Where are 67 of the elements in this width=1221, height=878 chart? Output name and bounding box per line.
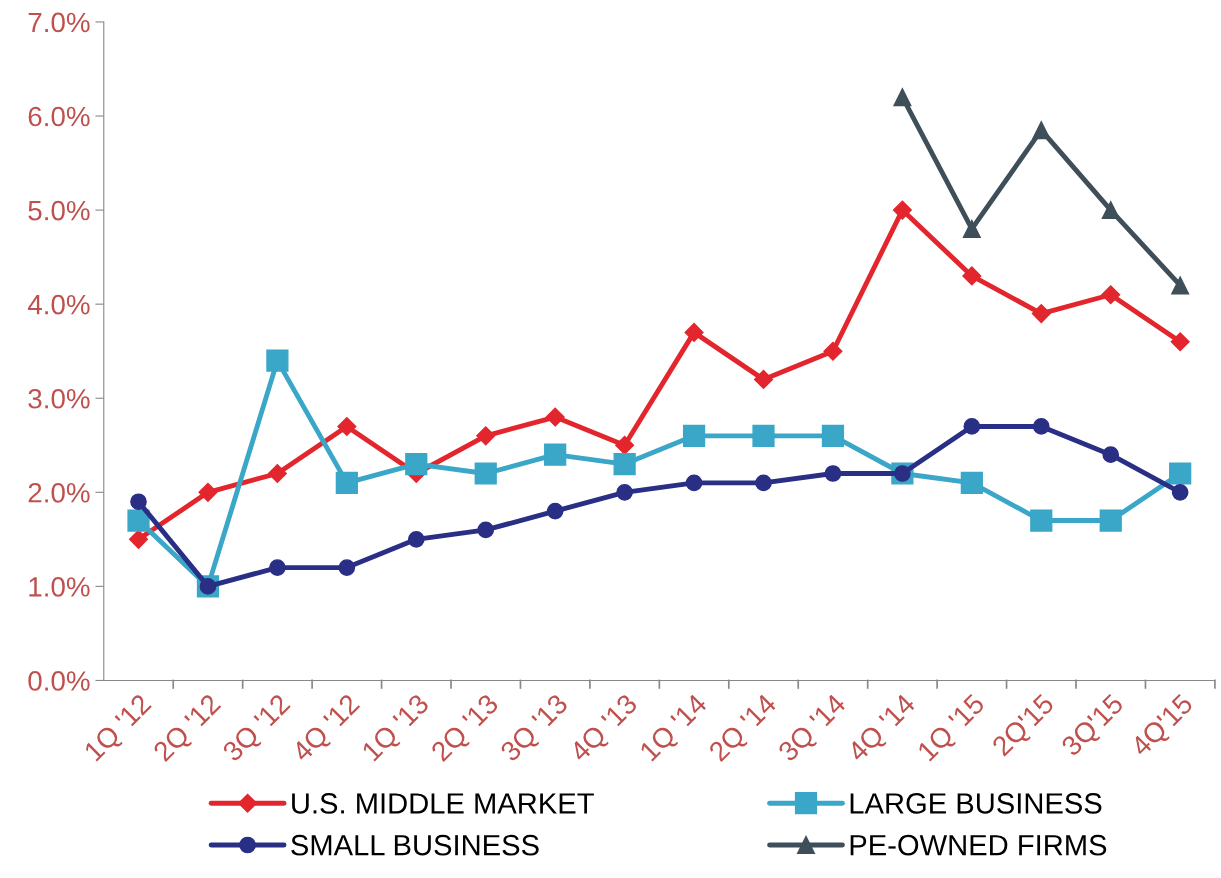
legend-label: PE-OWNED FIRMS [850, 834, 1107, 856]
point [892, 200, 912, 220]
point [821, 424, 845, 447]
point [128, 529, 149, 549]
point [477, 521, 495, 539]
point [1101, 285, 1121, 305]
x-tick-label: 1Q '15 [916, 692, 989, 766]
y-tick-label: 3.0% [28, 388, 90, 409]
point [823, 341, 843, 361]
y-tick-label: 6.0% [28, 106, 90, 127]
x-tick-label: 1Q '13 [361, 692, 430, 762]
point [893, 88, 912, 107]
point [198, 482, 218, 502]
point [1032, 121, 1051, 140]
point [1031, 304, 1051, 324]
point [474, 462, 497, 485]
legend-label: LARGE BUSINESS [850, 793, 1102, 814]
point [963, 418, 981, 435]
point [752, 424, 775, 447]
point [1030, 509, 1053, 532]
point [753, 369, 774, 389]
point [824, 465, 842, 482]
y-tick-label: 5.0% [28, 200, 90, 221]
x-tick-label: 4Q '12 [290, 693, 361, 763]
point [269, 559, 286, 576]
point [407, 531, 425, 548]
point [405, 452, 428, 476]
point [545, 407, 565, 427]
point [613, 452, 636, 476]
point [1171, 276, 1190, 295]
point [1032, 418, 1050, 435]
point [266, 349, 289, 372]
point [546, 502, 564, 520]
x-tick-label: 3Q '12 [221, 693, 291, 763]
y-tick-label: 1.0% [29, 577, 90, 597]
point [476, 426, 496, 446]
y-tick-label: 4.0% [27, 294, 90, 315]
x-tick-label: 1Q '12 [83, 693, 152, 762]
x-tick-label: 2Q '12 [152, 693, 222, 763]
point [1171, 483, 1189, 501]
point [1169, 462, 1192, 485]
point [130, 493, 147, 511]
point [755, 474, 772, 492]
point [335, 471, 358, 495]
point [685, 474, 703, 492]
point [1102, 446, 1120, 464]
y-tick-label: 0.0% [28, 671, 90, 691]
point [960, 471, 983, 495]
point [1099, 509, 1122, 532]
point [1170, 332, 1190, 352]
point [337, 416, 357, 436]
point [338, 559, 356, 576]
point [962, 219, 981, 238]
point [1101, 201, 1120, 220]
y-tick-label: 2.0% [28, 482, 90, 503]
x-tick-label: 1Q '14 [639, 692, 708, 762]
legend-label: U.S. MIDDLE MARKET [292, 793, 594, 814]
legend-label: SMALL BUSINESS [291, 834, 539, 856]
y-tick-label: 7.0% [28, 12, 90, 33]
point [684, 322, 704, 342]
point [615, 435, 635, 455]
point [962, 266, 982, 286]
point [267, 463, 287, 484]
point [682, 424, 706, 447]
point [544, 443, 567, 466]
point [616, 483, 633, 501]
point [127, 509, 150, 532]
